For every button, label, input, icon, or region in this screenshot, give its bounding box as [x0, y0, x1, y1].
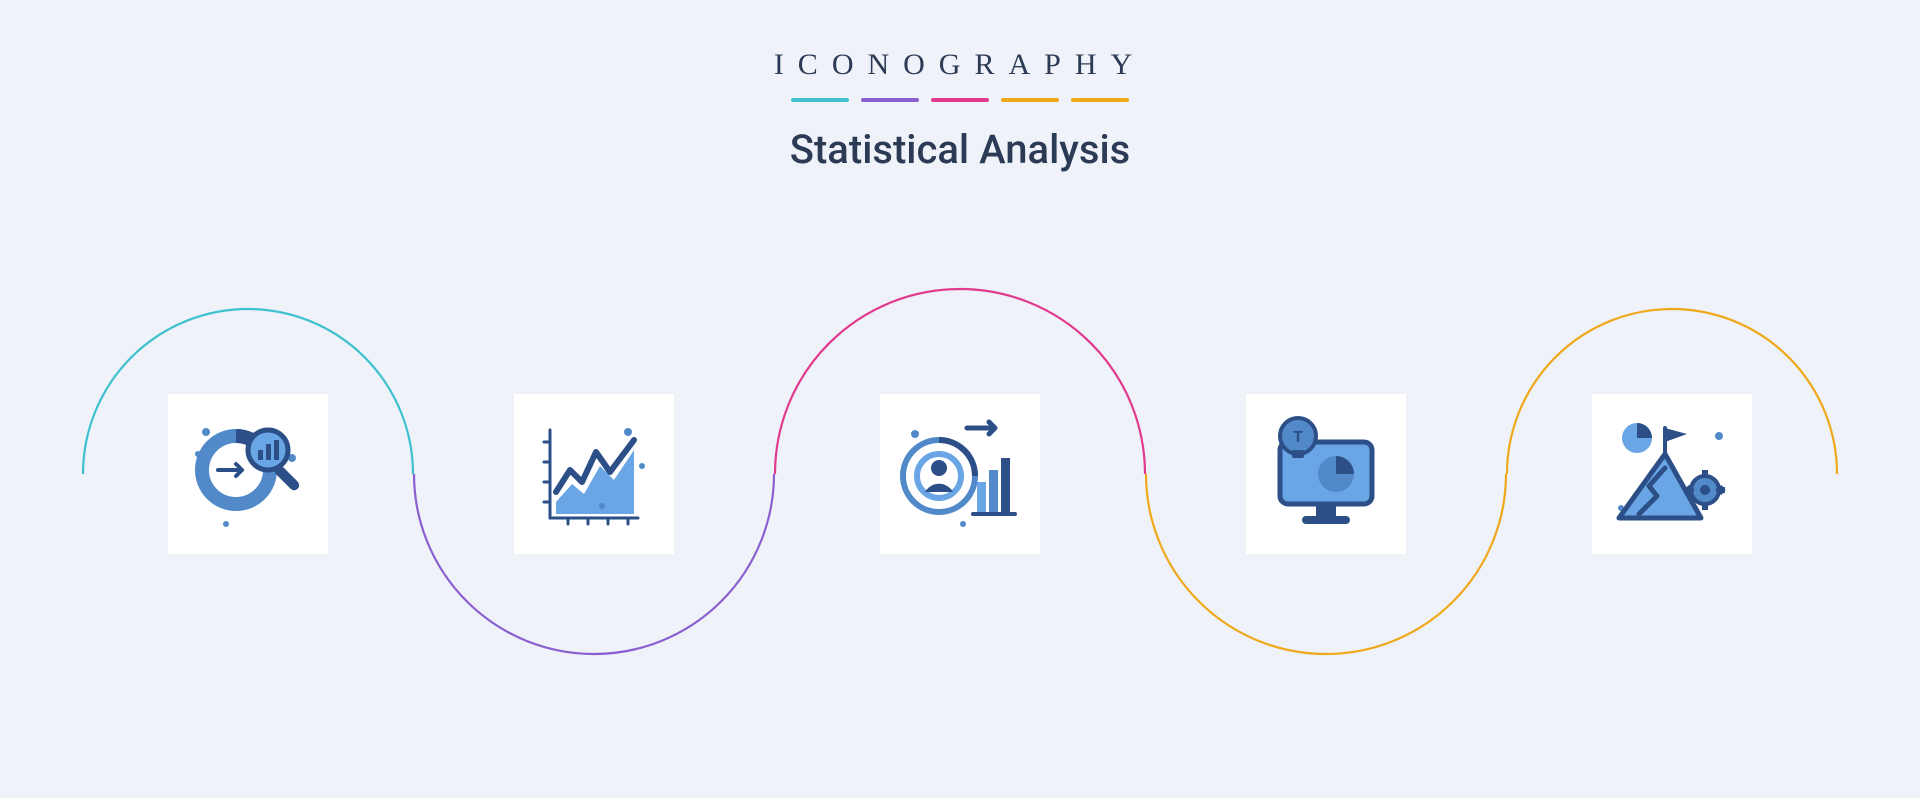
brand-stripe: [1001, 98, 1059, 102]
data-search-icon: [168, 394, 328, 554]
brand-stripes: [0, 98, 1920, 102]
brand-stripe: [861, 98, 919, 102]
user-analytics-icon: [880, 394, 1040, 554]
brand-title: ICONOGRAPHY: [0, 48, 1920, 82]
brand-stripe: [1071, 98, 1129, 102]
subtitle: Statistical Analysis: [0, 126, 1920, 173]
goal-mountain-icon: [1592, 394, 1752, 554]
svg-text:T: T: [1293, 429, 1303, 446]
line-chart-icon: [514, 394, 674, 554]
header: ICONOGRAPHY Statistical Analysis: [0, 48, 1920, 173]
monitor-insight-icon: T: [1246, 394, 1406, 554]
brand-stripe: [791, 98, 849, 102]
brand-stripe: [931, 98, 989, 102]
stage: ICONOGRAPHY Statistical Analysis: [0, 0, 1920, 798]
